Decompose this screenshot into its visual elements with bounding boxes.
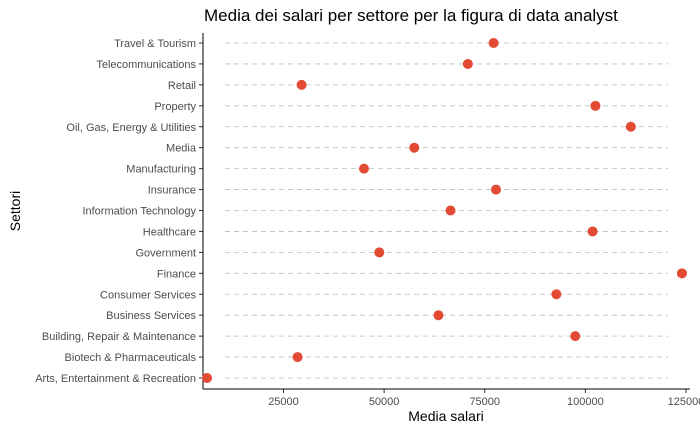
data-point — [570, 331, 581, 342]
y-tick-label: Retail — [168, 80, 196, 92]
y-tick-label: Consumer Services — [100, 289, 196, 301]
data-point — [202, 373, 213, 383]
chart-title: Media dei salari per settore per la figu… — [204, 6, 618, 25]
x-axis-title: Media salari — [408, 408, 483, 424]
data-point — [625, 121, 636, 132]
y-tick-label: Manufacturing — [126, 164, 196, 176]
data-point — [433, 310, 444, 321]
y-tick-label: Building, Repair & Maintenance — [42, 331, 196, 343]
data-point — [676, 268, 687, 279]
y-tick-label: Biotech & Pharmaceuticals — [65, 352, 197, 364]
data-point — [358, 163, 369, 174]
data-point — [292, 352, 303, 363]
y-axis-title: Settori — [7, 191, 23, 231]
x-tick-label: 100000 — [567, 396, 604, 408]
y-axis-ticks: Arts, Entertainment & Recreation Biotech … — [35, 38, 203, 385]
data-points — [202, 38, 687, 383]
data-point — [445, 205, 456, 216]
data-point — [491, 184, 502, 195]
y-tick-label: Telecommunications — [96, 59, 196, 71]
data-point — [462, 58, 473, 69]
data-point — [590, 100, 601, 111]
x-tick-label: 50000 — [369, 396, 400, 408]
y-tick-label: Property — [154, 101, 196, 113]
y-tick-label: Travel & Tourism — [114, 38, 196, 50]
x-tick-label: 125000 — [668, 396, 700, 408]
y-tick-label: Oil, Gas, Energy & Utilities — [66, 122, 196, 134]
x-tick-label: 25000 — [268, 396, 299, 408]
data-point — [409, 142, 420, 153]
y-tick-label: Finance — [157, 268, 196, 280]
y-tick-label: Business Services — [106, 310, 196, 322]
y-tick-label: Information Technology — [82, 206, 196, 218]
y-tick-label: Arts, Entertainment & Recreation — [35, 373, 196, 385]
data-point — [374, 247, 385, 258]
data-point — [551, 289, 562, 300]
y-tick-label: Insurance — [148, 185, 196, 197]
x-tick-label: 75000 — [469, 396, 500, 408]
y-tick-label: Media — [166, 143, 197, 155]
data-point — [587, 226, 598, 237]
data-point — [296, 79, 307, 90]
y-tick-label: Healthcare — [143, 226, 196, 238]
y-tick-label: Government — [135, 247, 196, 259]
data-point — [488, 38, 499, 48]
x-axis-ticks: 25000 50000 75000 100000 125000 — [268, 389, 700, 408]
